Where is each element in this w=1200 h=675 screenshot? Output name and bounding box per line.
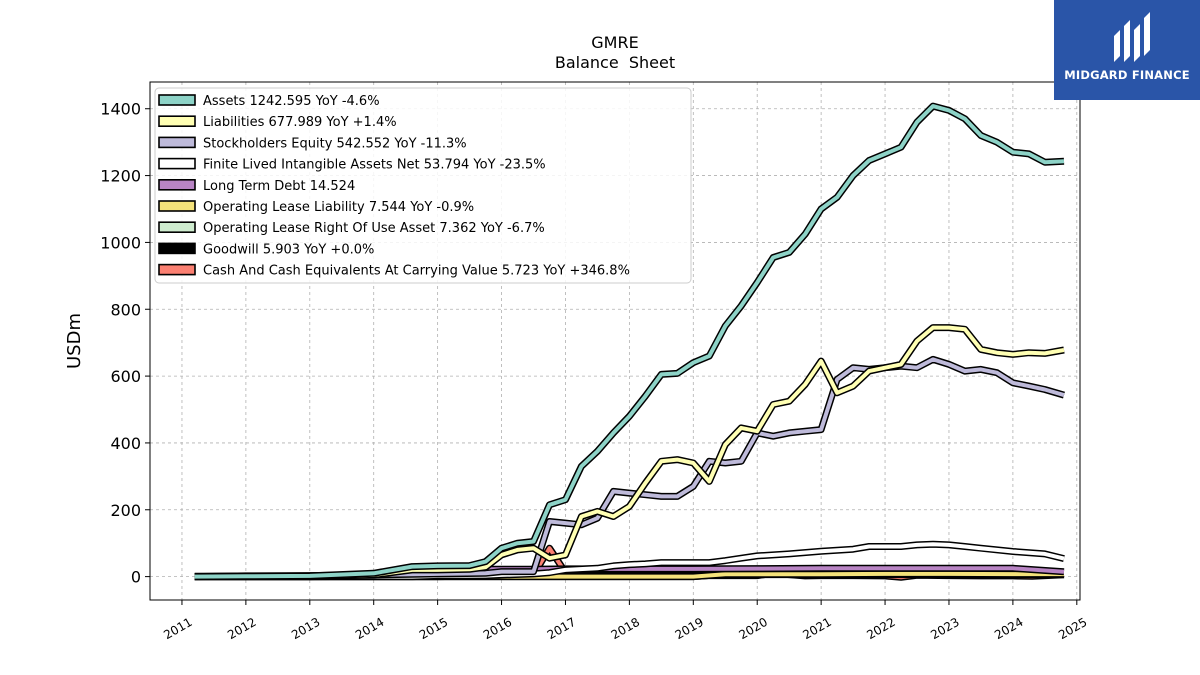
legend-frame	[154, 87, 692, 284]
x-tick-label: 2019	[673, 615, 706, 642]
series-assets	[194, 102, 1065, 581]
x-tick-label: 2020	[736, 615, 769, 642]
legend-swatch	[158, 263, 196, 276]
y-tick-label: 400	[110, 434, 141, 453]
x-tick-label: 2023	[928, 615, 961, 642]
legend-label: Operating Lease Right Of Use Asset 7.362…	[203, 221, 545, 236]
legend-swatch	[158, 200, 196, 212]
legend-label: Liabilities 677.989 YoY +1.4%	[203, 115, 397, 130]
x-tick-label: 2012	[225, 615, 258, 642]
legend-swatch	[158, 115, 196, 127]
series-line	[194, 571, 1064, 579]
series-operating-lease-liability	[194, 570, 1064, 581]
legend-item: Operating Lease Liability 7.544 YoY -0.9…	[158, 200, 474, 215]
legend-item: Assets 1242.595 YoY -4.6%	[158, 94, 380, 109]
y-tick-label: 0	[131, 568, 141, 587]
brand-logo-icon	[1114, 12, 1150, 62]
y-tick-label: 1000	[100, 233, 141, 252]
chart-title: GMRE	[591, 33, 638, 52]
series-line	[194, 104, 1065, 579]
series-layer	[194, 102, 1065, 581]
legend-item: Finite Lived Intangible Assets Net 53.79…	[158, 157, 546, 173]
legend-label: Stockholders Equity 542.552 YoY -11.3%	[203, 136, 467, 151]
series-line	[194, 357, 1065, 579]
legend-item: Liabilities 677.989 YoY +1.4%	[158, 115, 397, 130]
y-tick-label: 1200	[100, 167, 141, 186]
brand-name: MIDGARD FINANCE	[1064, 68, 1190, 82]
x-axis-ticks: 2011 2012 2013 2014 2015 2016 2017 2018 2019 2020…	[161, 600, 1090, 642]
x-tick-label: 2024	[992, 615, 1025, 642]
plot-frame	[149, 81, 1081, 601]
legend-label: Finite Lived Intangible Assets Net 53.79…	[203, 158, 546, 173]
legend-swatch	[158, 157, 196, 170]
x-tick-label: 2014	[353, 615, 386, 642]
y-tick-label: 1400	[100, 100, 141, 119]
y-tick-label: 200	[110, 501, 141, 520]
x-tick-label: 2021	[800, 615, 833, 642]
legend-item: Operating Lease Right Of Use Asset 7.362…	[158, 221, 545, 236]
x-tick-label: 2015	[417, 615, 450, 642]
x-tick-label: 2022	[864, 615, 897, 642]
brand-logo: MIDGARD FINANCE	[1054, 0, 1200, 100]
y-tick-label: 800	[110, 300, 141, 319]
x-tick-label: 2011	[161, 615, 194, 642]
legend-swatch	[158, 136, 196, 149]
chart-subtitle: Balance Sheet	[555, 53, 675, 72]
legend-label: Operating Lease Liability 7.544 YoY -0.9…	[203, 200, 474, 215]
legend-swatch	[158, 179, 196, 191]
legend-item: Cash And Cash Equivalents At Carrying Va…	[158, 263, 630, 279]
chart-legend: Assets 1242.595 YoY -4.6% Liabilities 677…	[154, 87, 692, 284]
legend-item: Stockholders Equity 542.552 YoY -11.3%	[158, 136, 467, 151]
y-axis-ticks: 0 200 400 600 800 1000 1200 1400	[100, 100, 150, 587]
legend-label: Goodwill 5.903 YoY +0.0%	[203, 242, 374, 257]
legend-swatch	[158, 94, 196, 106]
x-tick-label: 2013	[289, 615, 322, 642]
series-liabilities	[194, 324, 1065, 581]
x-tick-label: 2017	[545, 615, 578, 642]
legend-item: Long Term Debt 14.524	[158, 179, 355, 194]
series-stockholders-equity	[194, 355, 1065, 581]
legend-label: Long Term Debt 14.524	[203, 179, 355, 194]
x-tick-label: 2018	[609, 615, 642, 642]
x-tick-label: 2016	[481, 615, 514, 642]
x-tick-label: 2025	[1056, 615, 1089, 642]
series-line	[194, 325, 1065, 579]
y-tick-label: 600	[110, 367, 141, 386]
legend-label: Cash And Cash Equivalents At Carrying Va…	[203, 264, 630, 279]
legend-item: Goodwill 5.903 YoY +0.0%	[158, 242, 374, 257]
y-axis-label: USDm	[64, 313, 85, 369]
legend-swatch	[158, 221, 196, 233]
legend-label: Assets 1242.595 YoY -4.6%	[203, 94, 380, 109]
legend-swatch	[158, 242, 196, 255]
